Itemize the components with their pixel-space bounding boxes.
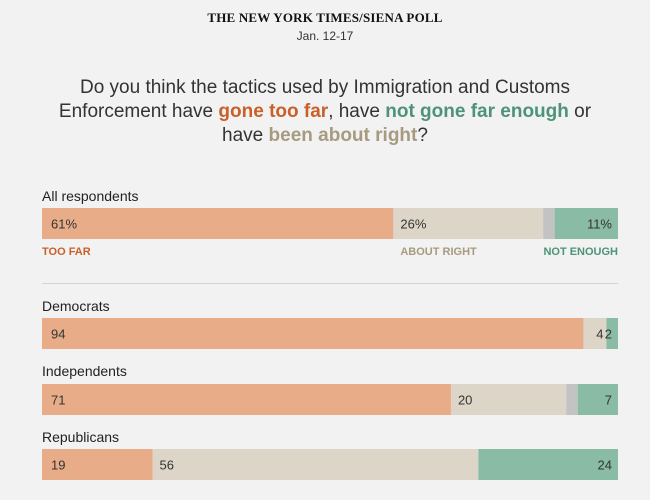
bar-independents-too-far: [42, 384, 451, 415]
value-republicans-about-right: 56: [160, 458, 174, 473]
bar-republicans-too-far: [42, 449, 153, 480]
group-label-republicans: Republicans: [42, 429, 119, 445]
bar-all-respondents-too-far: [42, 208, 394, 239]
group-label-democrats: Democrats: [42, 298, 110, 314]
poll-header: THE NEW YORK TIMES/SIENA POLL Jan. 12-17: [0, 10, 650, 43]
value-all-respondents-about-right: 26%: [400, 217, 426, 232]
poll-dates: Jan. 12-17: [296, 29, 354, 43]
bar-independents-not-enough: [577, 384, 618, 415]
category-label-about-right: ABOUT RIGHT: [400, 246, 477, 258]
question-text-3: or have: [222, 101, 592, 146]
bar-democrats-not-enough: [606, 318, 618, 349]
group-label-independents: Independents: [42, 363, 127, 379]
bar-republicans-not-enough: [478, 449, 618, 480]
value-democrats-not-enough: 2: [605, 327, 612, 342]
question-text-1: Do you think the tactics used by Immigra…: [58, 77, 570, 122]
value-independents-about-right: 20: [458, 393, 472, 408]
bar-independents-about-right: [450, 384, 567, 415]
value-independents-not-enough: 7: [605, 393, 612, 408]
value-all-respondents-too-far: 61%: [51, 217, 77, 232]
question-text-2: , have: [328, 101, 386, 122]
value-all-respondents-not-enough: 11%: [587, 217, 612, 232]
value-democrats-about-right: 4: [596, 327, 603, 342]
bar-independents-other: [566, 384, 578, 415]
bar-democrats-too-far: [42, 318, 584, 349]
question-not-enough: not gone far enough: [385, 101, 569, 122]
question-too-far: gone too far: [218, 101, 329, 122]
value-republicans-not-enough: 24: [598, 458, 612, 473]
value-republicans-too-far: 19: [51, 458, 65, 473]
group-label-all-respondents: All respondents: [42, 188, 139, 204]
question-text-4: ?: [417, 125, 428, 146]
category-label-not-enough: NOT ENOUGH: [543, 246, 618, 258]
poll-source: THE NEW YORK TIMES/SIENA POLL: [207, 10, 443, 25]
bar-all-respondents-about-right: [393, 208, 544, 239]
category-label-too-far: TOO FAR: [42, 246, 91, 258]
value-independents-too-far: 71: [51, 393, 65, 408]
value-democrats-too-far: 94: [51, 327, 65, 342]
question-about-right: been about right: [268, 125, 418, 146]
bar-all-respondents-not-enough: [554, 208, 618, 239]
bar-republicans-about-right: [152, 449, 479, 480]
bar-democrats-about-right: [583, 318, 607, 349]
bar-all-respondents-other: [543, 208, 555, 239]
poll-question: Do you think the tactics used by Immigra…: [40, 76, 610, 148]
